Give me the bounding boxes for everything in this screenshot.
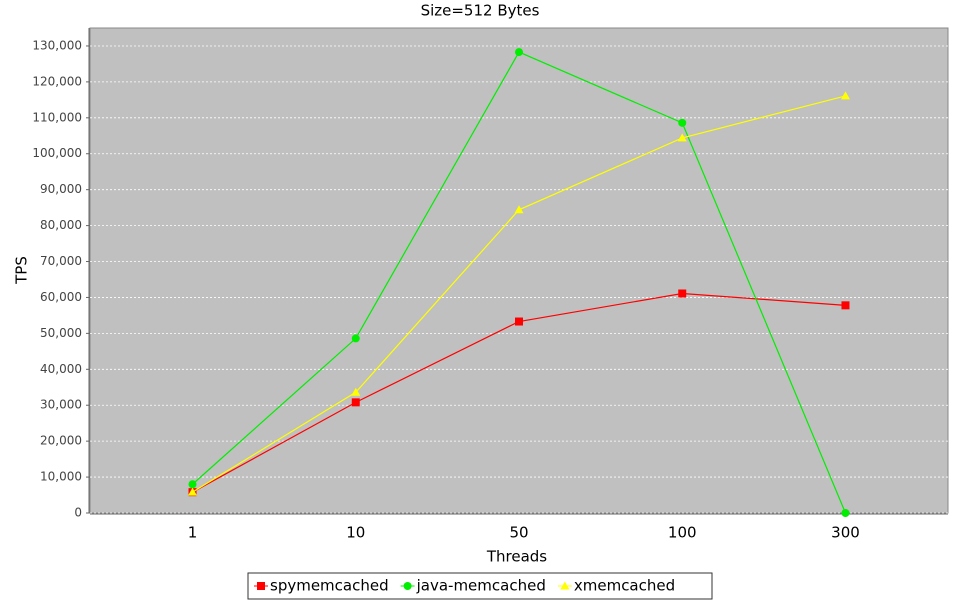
y-tick-label: 120,000 [32,74,82,88]
x-axis-label: Threads [486,548,547,566]
data-point [677,133,687,142]
legend-box [247,572,713,600]
x-tick-label: 1 [188,524,198,542]
legend-marker [257,582,265,590]
y-tick-label: 100,000 [32,146,82,160]
data-point [188,480,197,489]
data-point [188,487,198,496]
data-point [514,205,524,214]
legend-label: java-memcached [416,577,546,595]
y-tick-label: 50,000 [40,326,82,340]
y-tick-label: 0 [74,506,82,520]
y-tick-label: 10,000 [40,470,82,484]
data-point [351,398,360,407]
data-point [678,118,687,127]
y-tick-label: 110,000 [32,110,82,124]
legend-label: spymemcached [270,577,389,595]
x-tick-label: 300 [831,524,860,542]
data-point [515,48,523,57]
legend-marker [560,581,570,590]
data-point [840,91,850,100]
data-point [678,289,687,298]
y-tick-label: 40,000 [40,362,82,376]
y-tick-label: 90,000 [40,182,82,196]
y-tick-label: 30,000 [40,398,82,412]
data-point [841,509,850,517]
y-tick-label: 20,000 [40,434,82,448]
y-tick-label: 130,000 [32,38,82,52]
data-point [841,301,850,310]
y-tick-label: 60,000 [40,290,82,304]
data-point [351,387,361,396]
x-tick-label: 100 [668,524,697,542]
legend-marker [403,582,412,590]
data-point [351,334,360,343]
data-point [515,317,523,326]
plot-area [89,27,949,514]
y-tick-label: 70,000 [40,254,82,268]
legend-label: xmemcached [574,577,675,595]
chart-title: Size=512 Bytes [421,2,540,20]
x-tick-label: 50 [509,524,528,542]
y-tick-label: 80,000 [40,218,82,232]
x-tick-label: 10 [346,524,365,542]
y-axis-label: TPS [13,256,31,285]
